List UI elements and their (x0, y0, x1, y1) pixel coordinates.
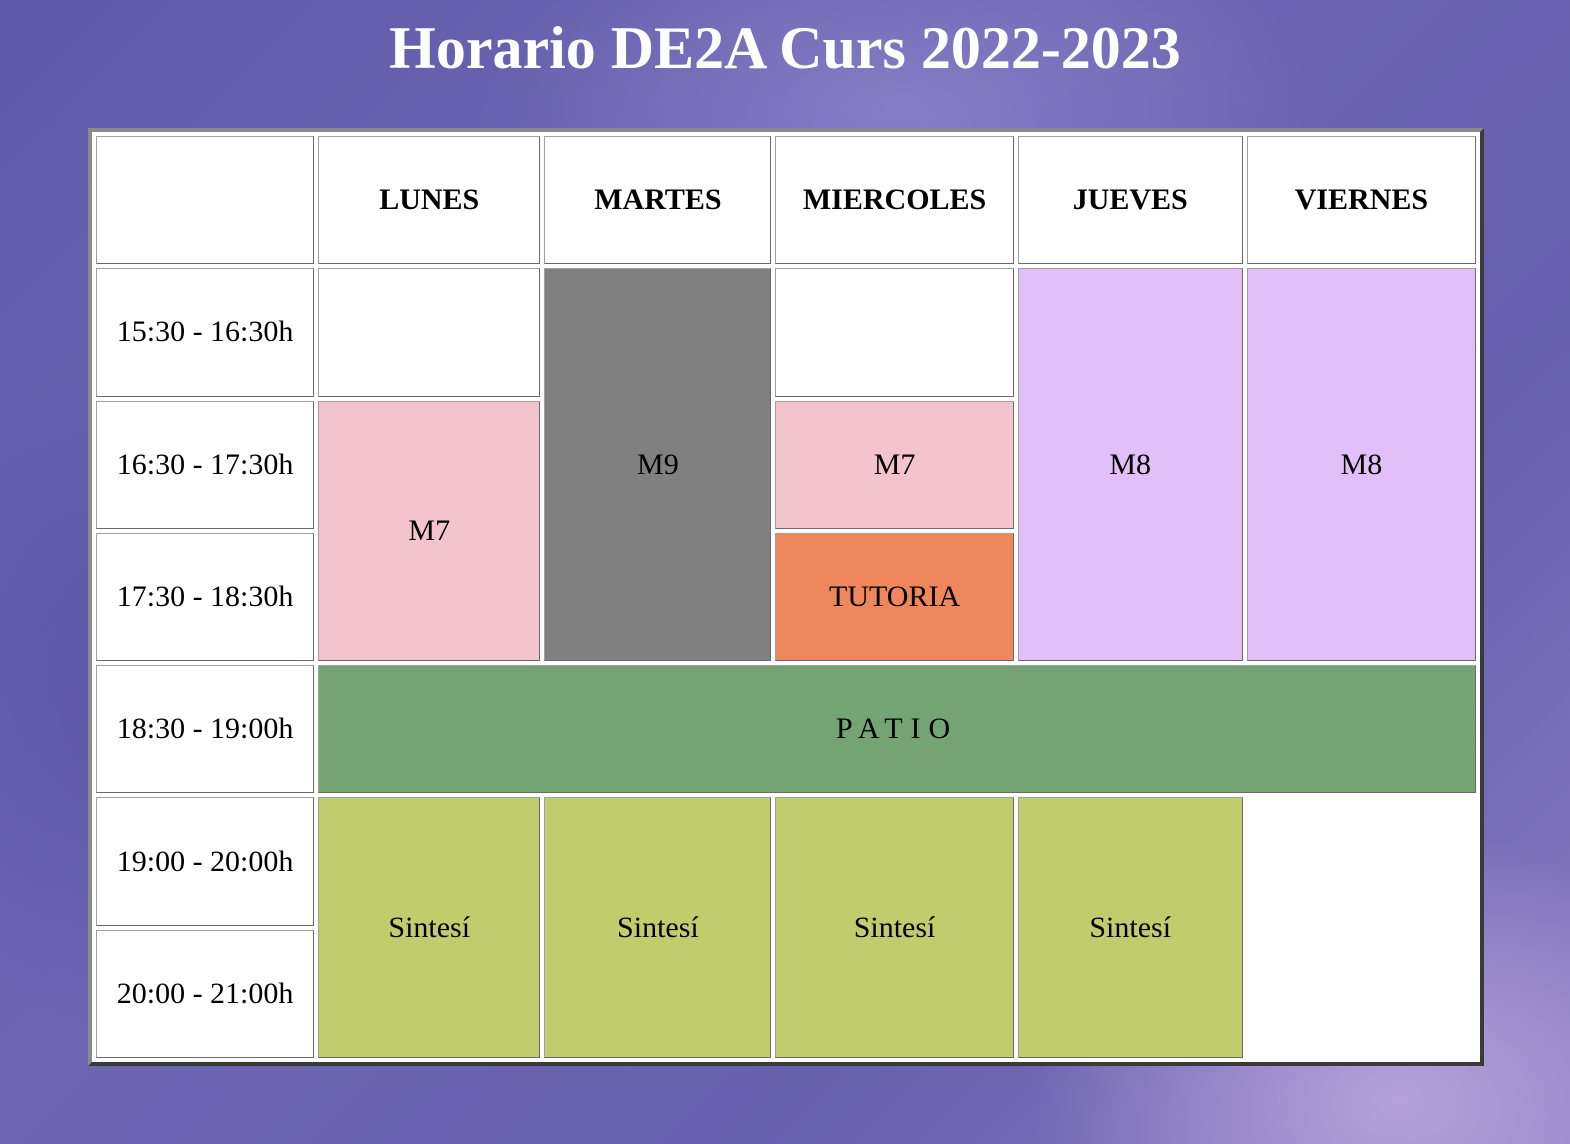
day-header-martes: MARTES (544, 136, 772, 265)
time-row: 19:00 - 20:00h Sintesí Sintesí Sintesí S… (96, 797, 1476, 1058)
time-row: 18:30 - 19:00h PATIO (96, 665, 1476, 794)
patio-cell: PATIO (318, 665, 1476, 794)
page-title: Horario DE2A Curs 2022-2023 (389, 15, 1181, 81)
viernes-m8-cell: M8 (1246, 268, 1476, 662)
time-slot-3: 17:30 - 18:30h (96, 532, 315, 662)
time-row: 15:30 - 16:30h M9 M8 M8 (96, 268, 1476, 662)
time-slot-4: 18:30 - 19:00h (96, 665, 315, 794)
time-row: 20:00 - 21:00h (96, 929, 1476, 1058)
jueves-m8-cell: M8 (1017, 268, 1243, 662)
lunes-sintesi-cell: Sintesí (318, 797, 541, 1058)
miercoles-sintesi-cell: Sintesí (775, 797, 1014, 1058)
miercoles-m7-cell: M7 (775, 400, 1014, 529)
time-slot-6: 20:00 - 21:00h (96, 929, 315, 1058)
schedule-table: LUNES MARTES MIERCOLES JUEVES VIERNES 15… (92, 132, 1480, 1062)
martes-sintesi-cell: Sintesí (544, 797, 772, 1058)
day-header-miercoles: MIERCOLES (775, 136, 1014, 265)
header-row: LUNES MARTES MIERCOLES JUEVES VIERNES (96, 136, 1476, 265)
miercoles-tutoria-cell: TUTORIA (775, 532, 1014, 662)
corner-cell (96, 136, 315, 265)
miercoles-slot-1-empty (775, 268, 1014, 397)
viernes-evening-empty (1246, 797, 1476, 1058)
time-row: 17:30 - 18:30h TUTORIA (96, 532, 1476, 662)
schedule-table-frame: LUNES MARTES MIERCOLES JUEVES VIERNES 15… (88, 128, 1484, 1066)
lunes-m7-cell: M7 (318, 400, 541, 662)
day-header-lunes: LUNES (318, 136, 541, 265)
time-slot-1: 15:30 - 16:30h (96, 268, 315, 397)
time-slot-2: 16:30 - 17:30h (96, 400, 315, 529)
martes-m9-cell: M9 (544, 268, 772, 662)
jueves-sintesi-cell: Sintesí (1017, 797, 1243, 1058)
day-header-jueves: JUEVES (1017, 136, 1243, 265)
day-header-viernes: VIERNES (1246, 136, 1476, 265)
time-slot-5: 19:00 - 20:00h (96, 797, 315, 926)
lunes-slot-1-empty (318, 268, 541, 397)
time-row: 16:30 - 17:30h M7 M7 (96, 400, 1476, 662)
